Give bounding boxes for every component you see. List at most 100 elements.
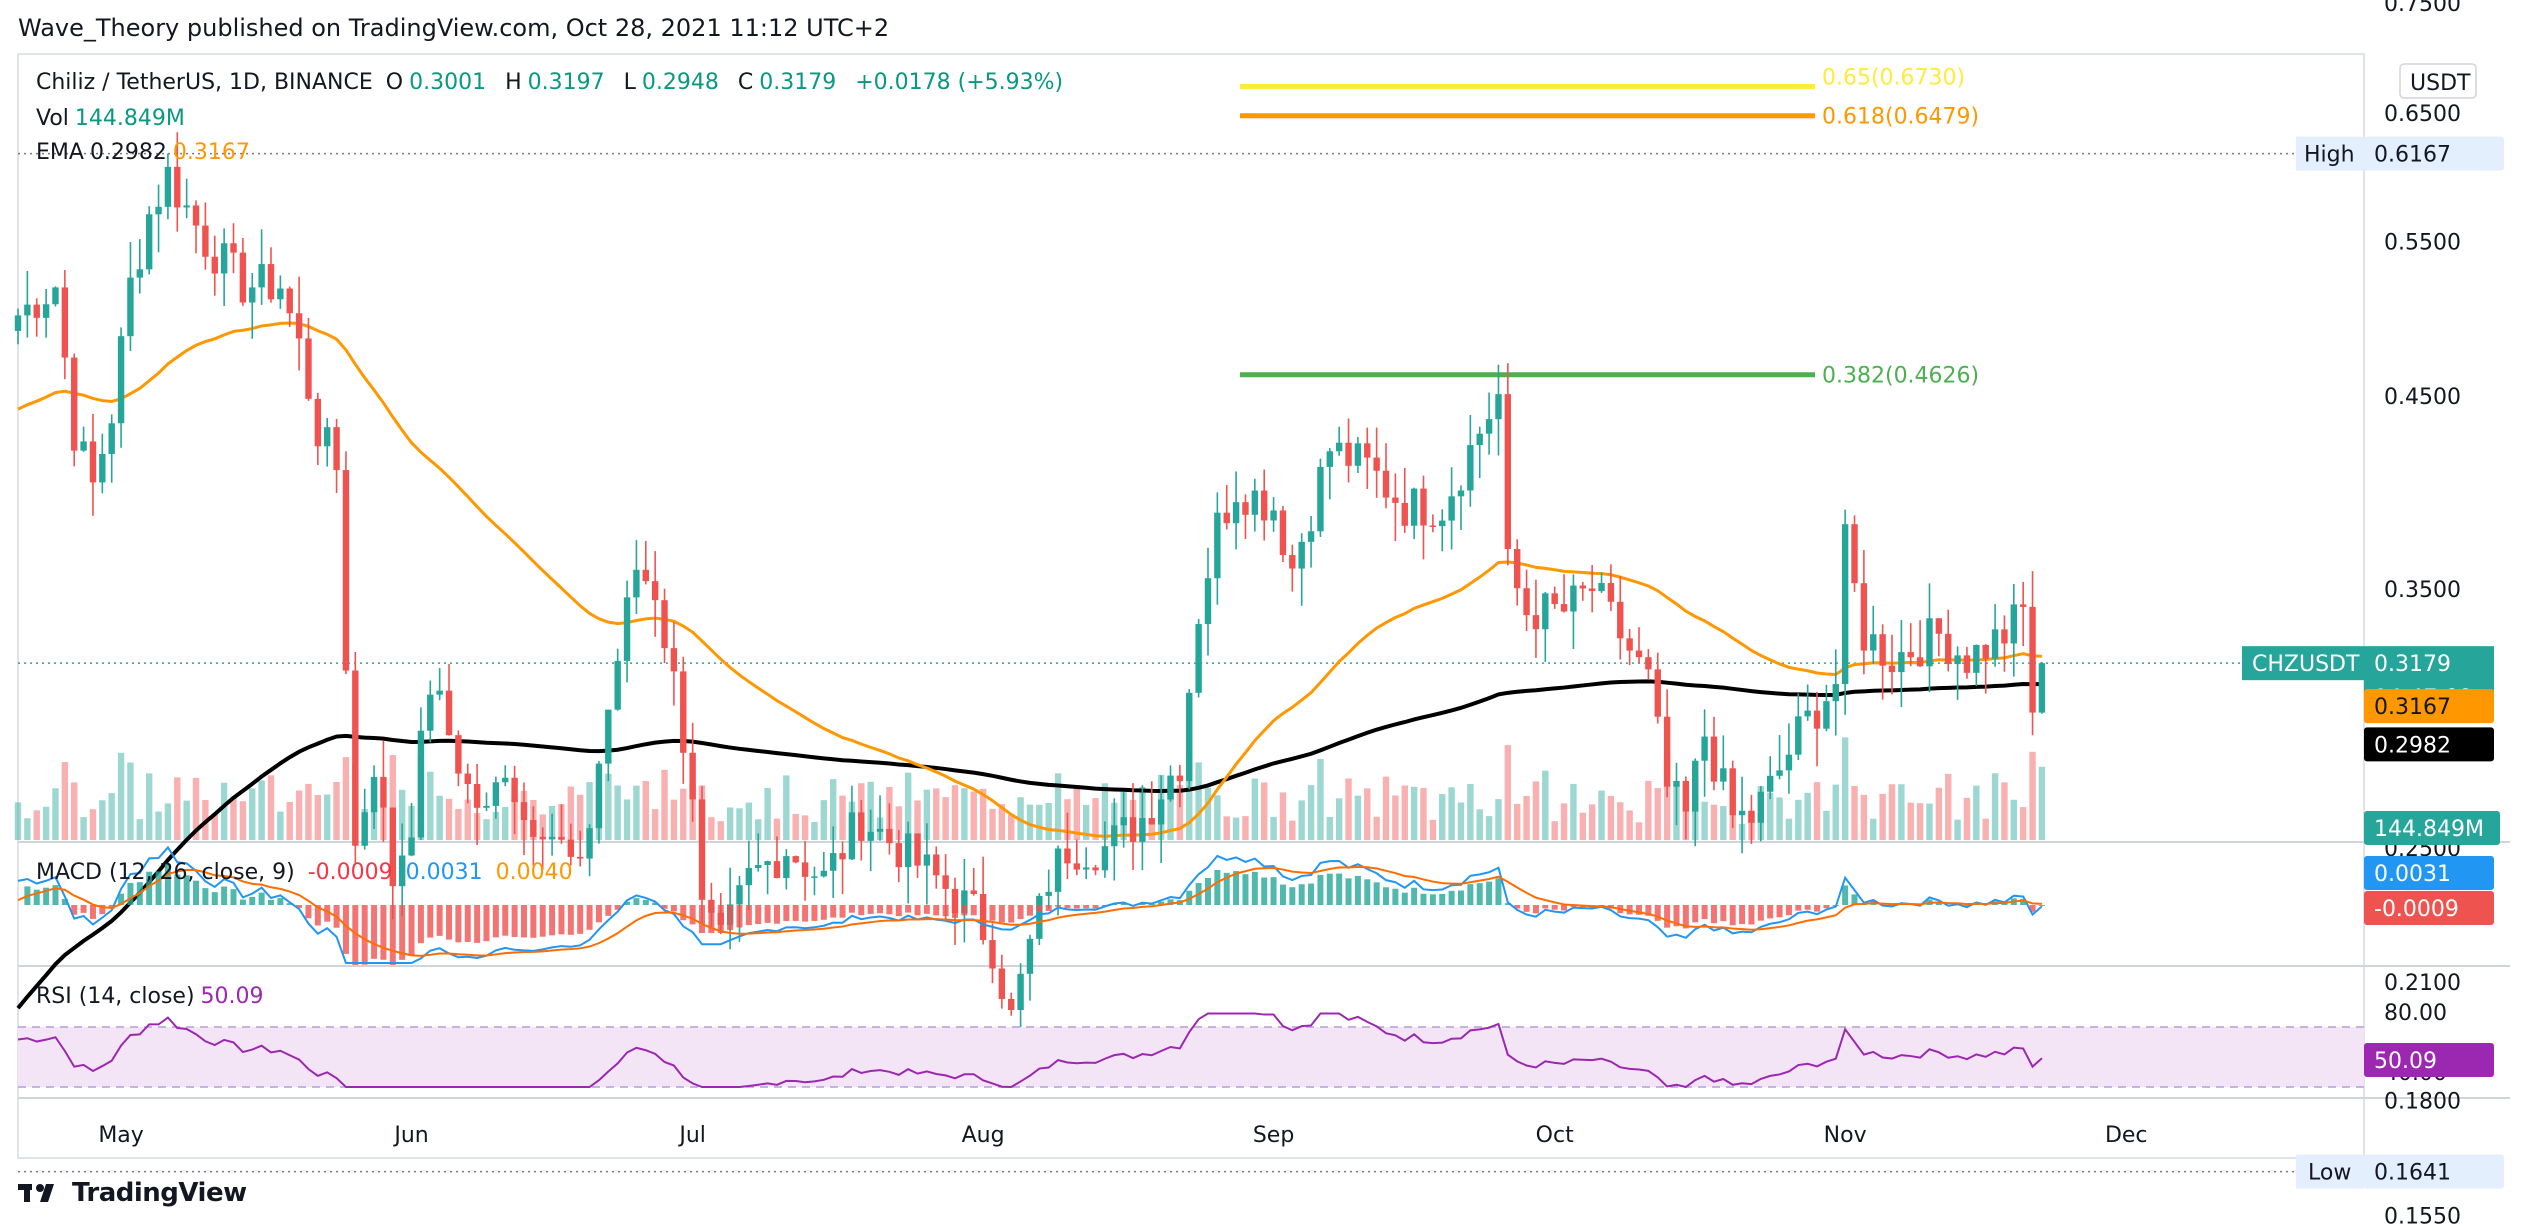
volume-bar <box>1232 817 1240 840</box>
volume-bar <box>961 788 968 840</box>
volume-bar <box>1598 790 1605 840</box>
macd-histogram-bar <box>1383 887 1390 905</box>
macd-histogram-bar <box>577 905 584 934</box>
candle-body <box>183 205 190 208</box>
macd-histogram-bar <box>549 905 556 936</box>
macd-histogram-bar <box>2020 898 2027 905</box>
volume-bar <box>1289 820 1296 840</box>
volume-bar <box>1382 776 1390 840</box>
candle-body <box>1082 867 1090 870</box>
candle-body <box>239 252 247 303</box>
volume-bar <box>1054 773 1062 840</box>
candle-body <box>1635 650 1643 658</box>
volume-bar <box>1542 770 1549 840</box>
fib-level-label: 0.382(0.4626) <box>1822 364 1979 389</box>
volume-bar <box>708 817 715 840</box>
macd-histogram-bar <box>193 880 200 905</box>
macd-histogram-bar <box>942 905 949 917</box>
macd-histogram-bar <box>474 905 481 943</box>
macd-histogram-bar <box>80 905 87 913</box>
candle-body <box>1935 618 1943 634</box>
volume-bar <box>1982 818 1989 840</box>
volume-bar <box>1945 773 1952 840</box>
macd-histogram-bar <box>1204 877 1211 905</box>
volume-bar <box>1242 816 1249 840</box>
macd-histogram-bar <box>1036 905 1043 912</box>
volume-bar <box>783 775 790 840</box>
tradingview-logo[interactable]: TradingView <box>18 1178 247 1208</box>
macd-histogram-bar <box>830 905 837 918</box>
currency-label: USDT <box>2410 71 2471 96</box>
volume-bar <box>455 809 462 840</box>
volume-bar <box>755 819 762 840</box>
volume-bar <box>33 810 40 840</box>
volume-bar <box>1785 818 1793 840</box>
volume-bar <box>1448 787 1455 840</box>
candle-body <box>1860 583 1868 651</box>
macd-histogram-bar <box>914 905 921 916</box>
volume-bar <box>1307 785 1315 840</box>
candle-body <box>1785 754 1793 771</box>
volume-bar <box>2001 782 2008 840</box>
volume-legend[interactable]: Vol 144.849M <box>36 106 185 131</box>
macd-histogram-bar <box>1317 874 1324 905</box>
candle-body <box>1345 442 1352 466</box>
rsi-legend[interactable]: RSI (14, close) 50.09 <box>36 984 264 1009</box>
volume-bar <box>1223 816 1230 840</box>
candle-body <box>567 839 575 857</box>
volume-bar <box>239 801 247 840</box>
volume-bar <box>1879 793 1886 840</box>
macd-legend[interactable]: MACD (12, 26, close, 9) -0.0009 0.0031 0… <box>36 860 573 885</box>
macd-histogram-bar <box>1411 887 1418 905</box>
volume-bar <box>1935 787 1943 840</box>
volume-bar <box>117 752 125 840</box>
ema-legend[interactable]: EMA 0.2982 0.3167 <box>36 140 250 165</box>
volume-bar <box>1645 780 1652 840</box>
candle-body <box>1036 895 1043 939</box>
time-tick-label: May <box>98 1123 143 1148</box>
volume-bar <box>174 777 181 840</box>
macd-histogram-bar <box>839 905 846 918</box>
volume-bar <box>979 788 987 840</box>
candle-body <box>14 315 22 331</box>
macd-histogram-bar <box>427 905 434 938</box>
candle-body <box>1514 549 1521 589</box>
candle-body <box>764 861 771 866</box>
volume-bar <box>745 802 753 840</box>
ema-fast-badge-bg <box>2364 689 2494 724</box>
volume-bar <box>1907 802 1914 840</box>
macd-histogram-bar <box>1401 892 1408 905</box>
volume-bar <box>14 802 22 840</box>
fib-level-label: 0.618(0.6479) <box>1822 105 1979 130</box>
volume-bar <box>801 815 809 840</box>
macd-histogram-bar <box>1298 884 1305 905</box>
candle-body <box>1054 848 1062 892</box>
volume-bar <box>1270 816 1277 840</box>
volume-bar <box>998 804 1006 840</box>
candle-body <box>220 243 228 274</box>
macd-histogram-bar <box>595 905 602 923</box>
candle-body <box>249 287 256 303</box>
symbol-title[interactable]: Chiliz / TetherUS, 1D, BINANCE <box>36 70 373 95</box>
macd-histogram-bar <box>1457 890 1464 905</box>
macd-histogram-bar <box>1045 905 1052 911</box>
macd-histogram-bar <box>1495 878 1502 905</box>
macd-histogram-bar <box>174 874 181 905</box>
volume-bar <box>661 769 668 840</box>
fib-level-label: 0.65(0.6730) <box>1822 65 1965 90</box>
candle-body <box>502 777 509 783</box>
candle-body <box>1448 496 1455 521</box>
candle-body <box>1335 442 1343 452</box>
macd-histogram-bar <box>1345 878 1352 905</box>
volume-bar <box>923 789 931 840</box>
candle-body <box>773 861 781 879</box>
candle-body <box>445 690 453 736</box>
volume-bar <box>895 806 902 840</box>
candle-body <box>1973 644 1980 673</box>
candle-body <box>970 890 977 894</box>
macd-histogram-bar <box>89 905 96 919</box>
macd-histogram-bar <box>717 905 724 934</box>
volume-bar <box>1251 778 1259 840</box>
macd-histogram-bar <box>708 905 715 934</box>
